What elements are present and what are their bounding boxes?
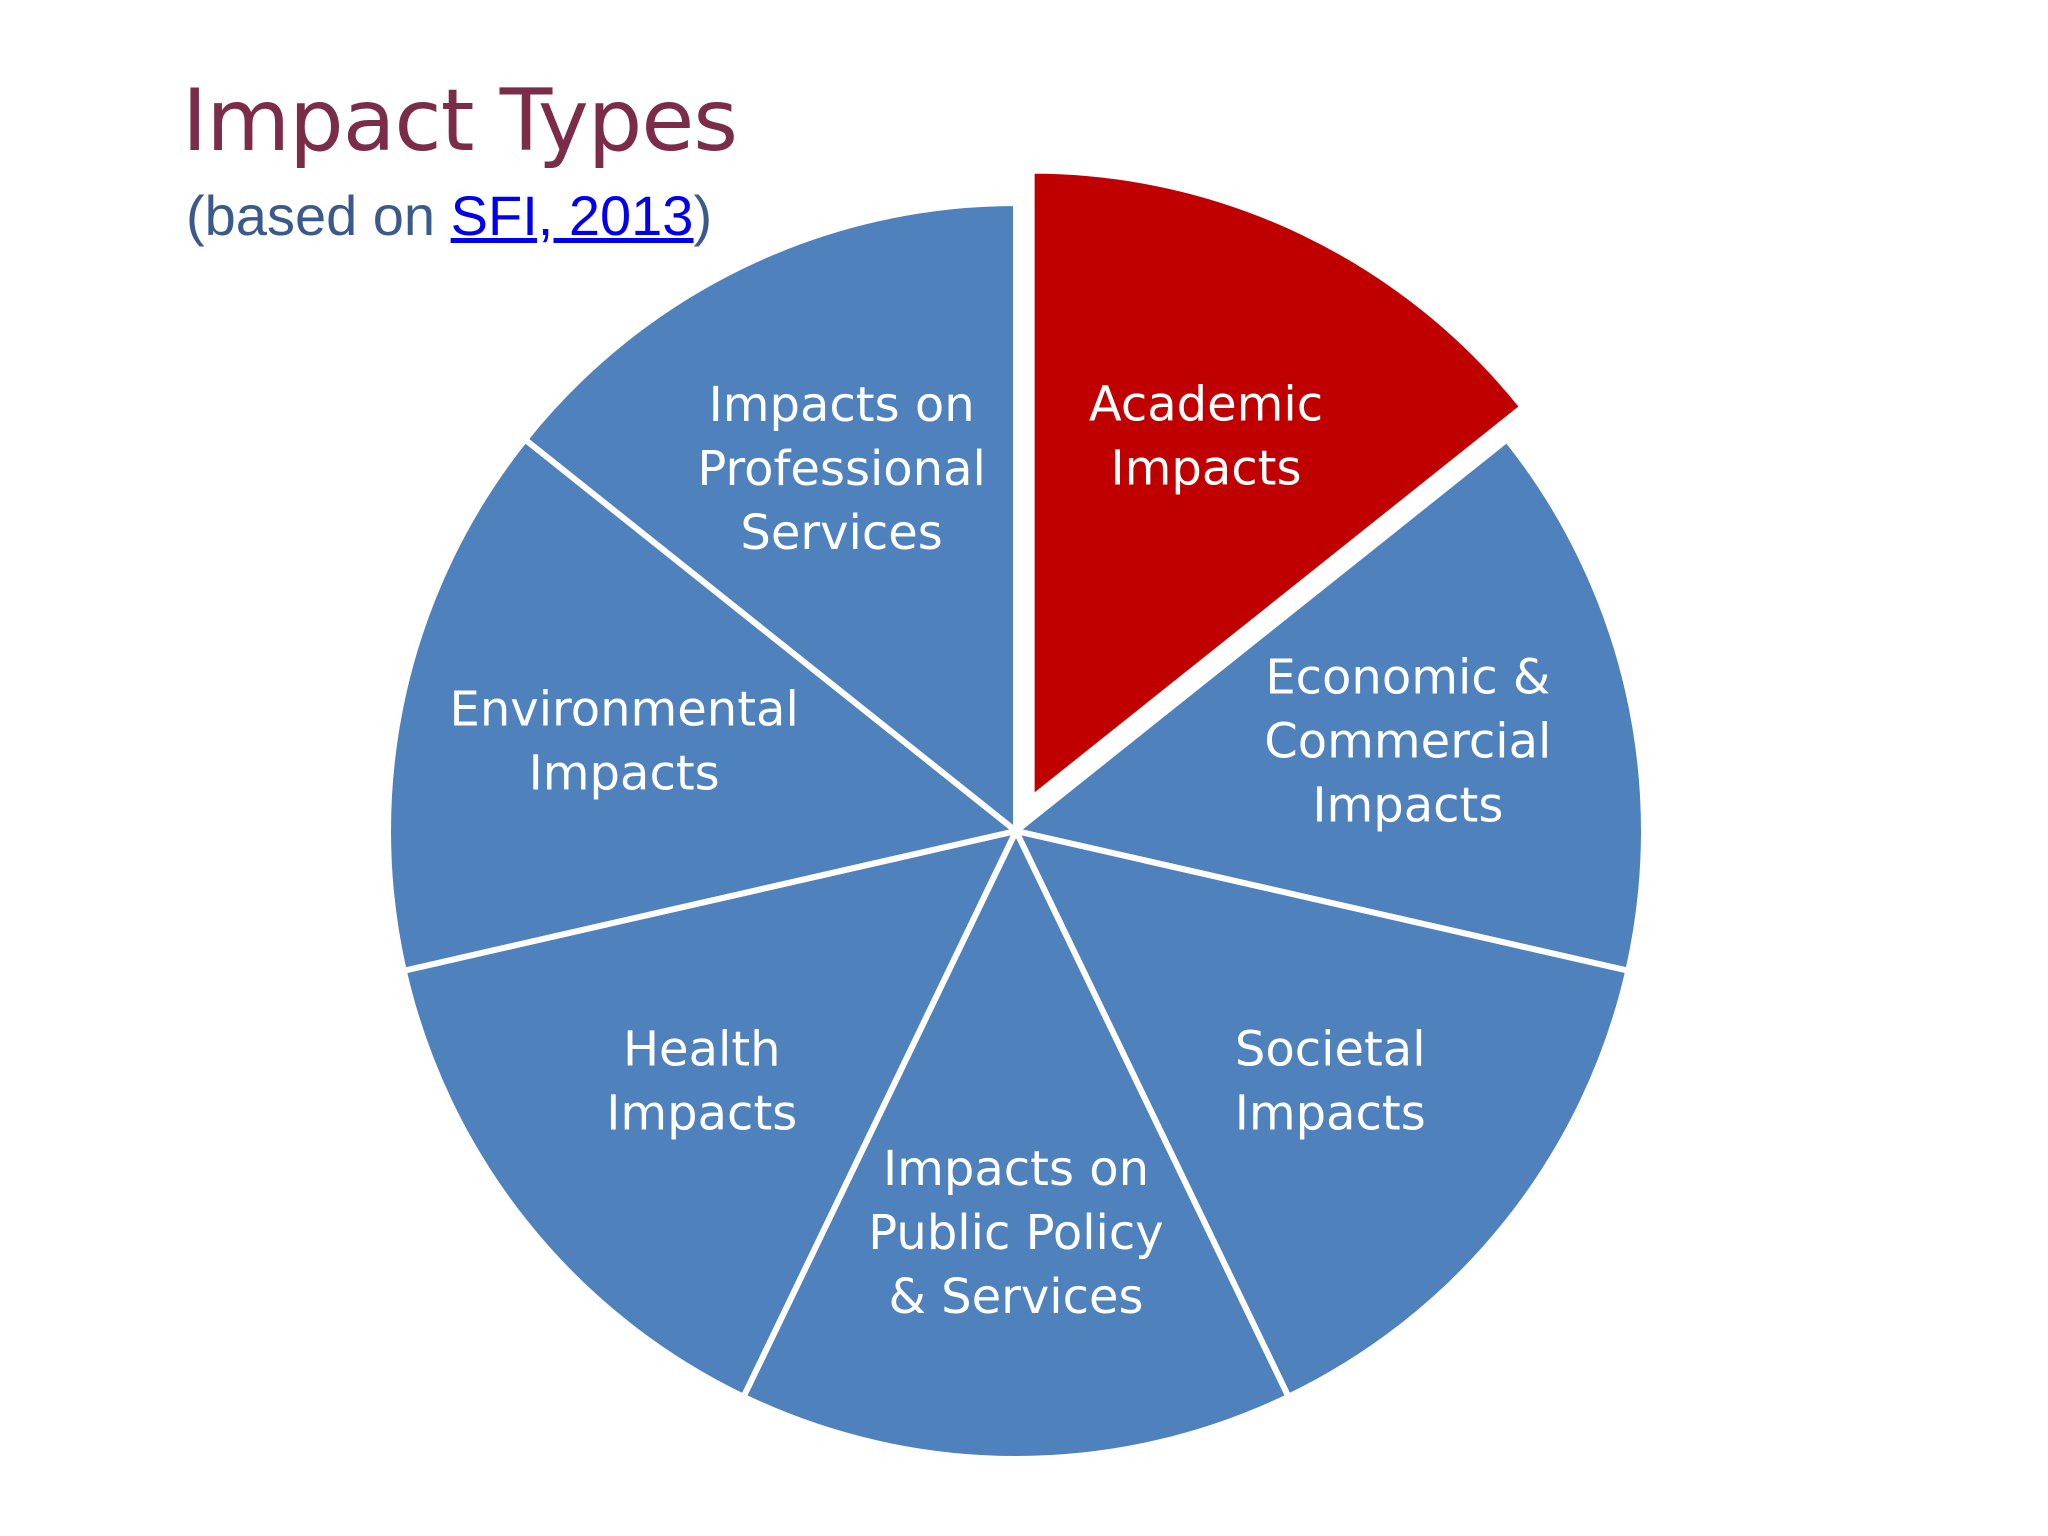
pie-slice-group: Societal Impacts [1010,826,1632,1401]
pie-slice [1009,435,1647,975]
slice-label: Academic Impacts [1089,376,1323,496]
slice-label-line: & Services [888,1269,1143,1325]
slice-label-line: Impacts on [883,1141,1149,1197]
slice-label-line: Impacts [1312,778,1503,834]
pie-slice [520,199,1019,838]
pie-slice-group: Impacts on Public Policy & Services [739,824,1293,1462]
slice-label: Impacts on Public Policy & Services [868,1141,1163,1325]
slice-label-line: Societal [1235,1022,1426,1078]
slice-label-line: Economic & [1265,650,1550,706]
slice-label-line: Environmental [450,682,799,738]
slice-label-line: Impacts on [709,377,975,433]
subtitle-suffix: ) [693,184,713,247]
slice-label: Health Impacts [606,1022,797,1142]
pie-slice-group: Environmental Impacts [385,435,1023,975]
page-title: Impact Types [182,71,738,171]
slice-label-line: Academic [1089,376,1323,432]
pie-slice [739,824,1293,1462]
pie-slice-group: Impacts on Professional Services [520,199,1019,838]
slice-label-line: Commercial [1264,714,1551,770]
pie-slice-group: Health Impacts [400,826,1022,1401]
slice-label: Environmental Impacts [450,682,799,802]
pie-slice [1028,167,1527,805]
pie-slice [400,826,1022,1401]
slice-label-line: Impacts [606,1086,797,1142]
slice-label-line: Health [623,1022,781,1078]
pie-slice [385,435,1023,975]
slice-label: Economic & Commercial Impacts [1264,650,1551,834]
pie-slice-group: Academic Impacts [1028,167,1527,805]
pie-slice-group: Economic & Commercial Impacts [1009,435,1647,975]
subtitle: (based on SFI, 2013) [186,188,712,244]
source-link[interactable]: SFI, 2013 [450,184,694,247]
slice-label-line: Impacts [1235,1086,1426,1142]
slice-label: Impacts on Professional Services [697,377,985,561]
slice-label-line: Services [740,505,942,561]
pie-slice [1010,826,1632,1401]
slice-label: Societal Impacts [1235,1022,1426,1142]
subtitle-prefix: (based on [186,184,451,247]
slice-label-line: Impacts [529,746,720,802]
slice-label-line: Public Policy [868,1205,1163,1261]
slice-label-line: Professional [697,441,985,497]
slice-label-line: Impacts [1110,440,1301,496]
